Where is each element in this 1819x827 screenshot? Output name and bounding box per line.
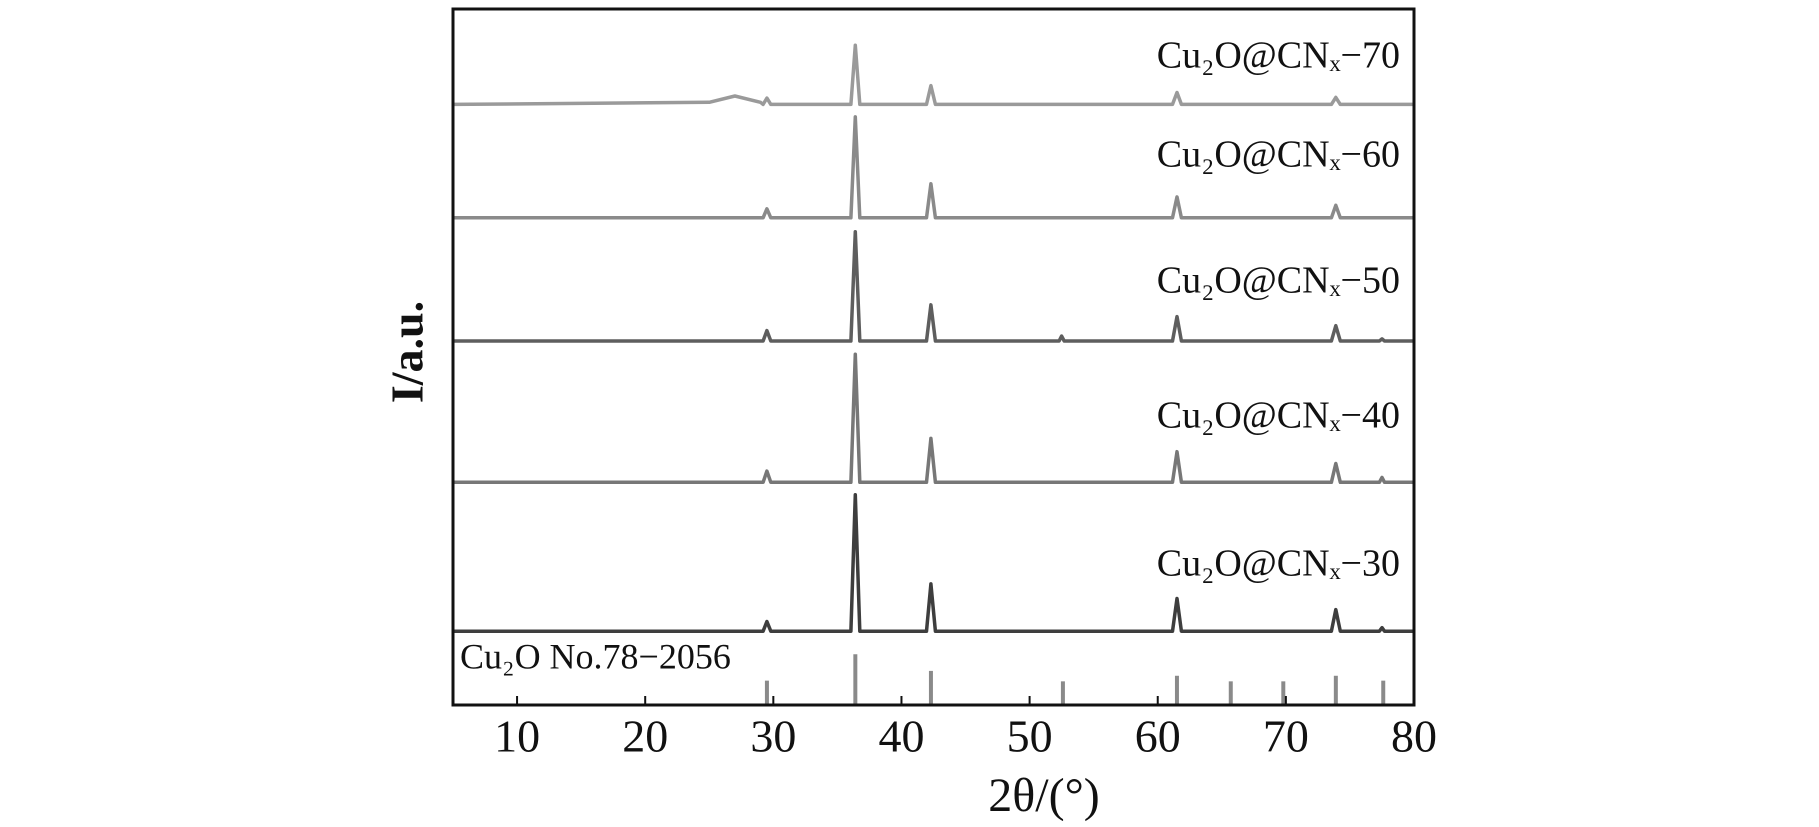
x-axis-label: 2θ/(°)	[988, 769, 1100, 822]
x-tick-label: 60	[1135, 711, 1181, 762]
x-tick-label: 80	[1391, 711, 1437, 762]
xrd-pattern	[453, 493, 1414, 633]
series-label: Cu₂O@CNₓ−50	[1157, 260, 1400, 302]
series-label: Cu₂O@CNₓ−70	[1157, 35, 1400, 77]
x-tick-label: 50	[1007, 711, 1053, 762]
x-tick-label: 20	[622, 711, 668, 762]
series-label: Cu₂O@CNₓ−30	[1157, 543, 1400, 585]
plot-frame	[451, 7, 1416, 707]
x-tick-label: 30	[750, 711, 796, 762]
y-axis-label: I/a.u.	[382, 301, 433, 403]
x-tick-label: 40	[878, 711, 924, 762]
xrd-pattern	[453, 352, 1414, 485]
xrd-pattern	[453, 115, 1414, 220]
series-label: Cu₂O@CNₓ−40	[1157, 395, 1400, 437]
series-label: Cu₂O@CNₓ−60	[1157, 134, 1400, 176]
xrd-pattern	[452, 43, 1414, 107]
x-tick-label: 70	[1263, 711, 1309, 762]
x-tick-label: 10	[494, 711, 540, 762]
xrd-pattern	[453, 229, 1414, 343]
reference-label: Cu₂O No.78−2056	[460, 636, 731, 676]
